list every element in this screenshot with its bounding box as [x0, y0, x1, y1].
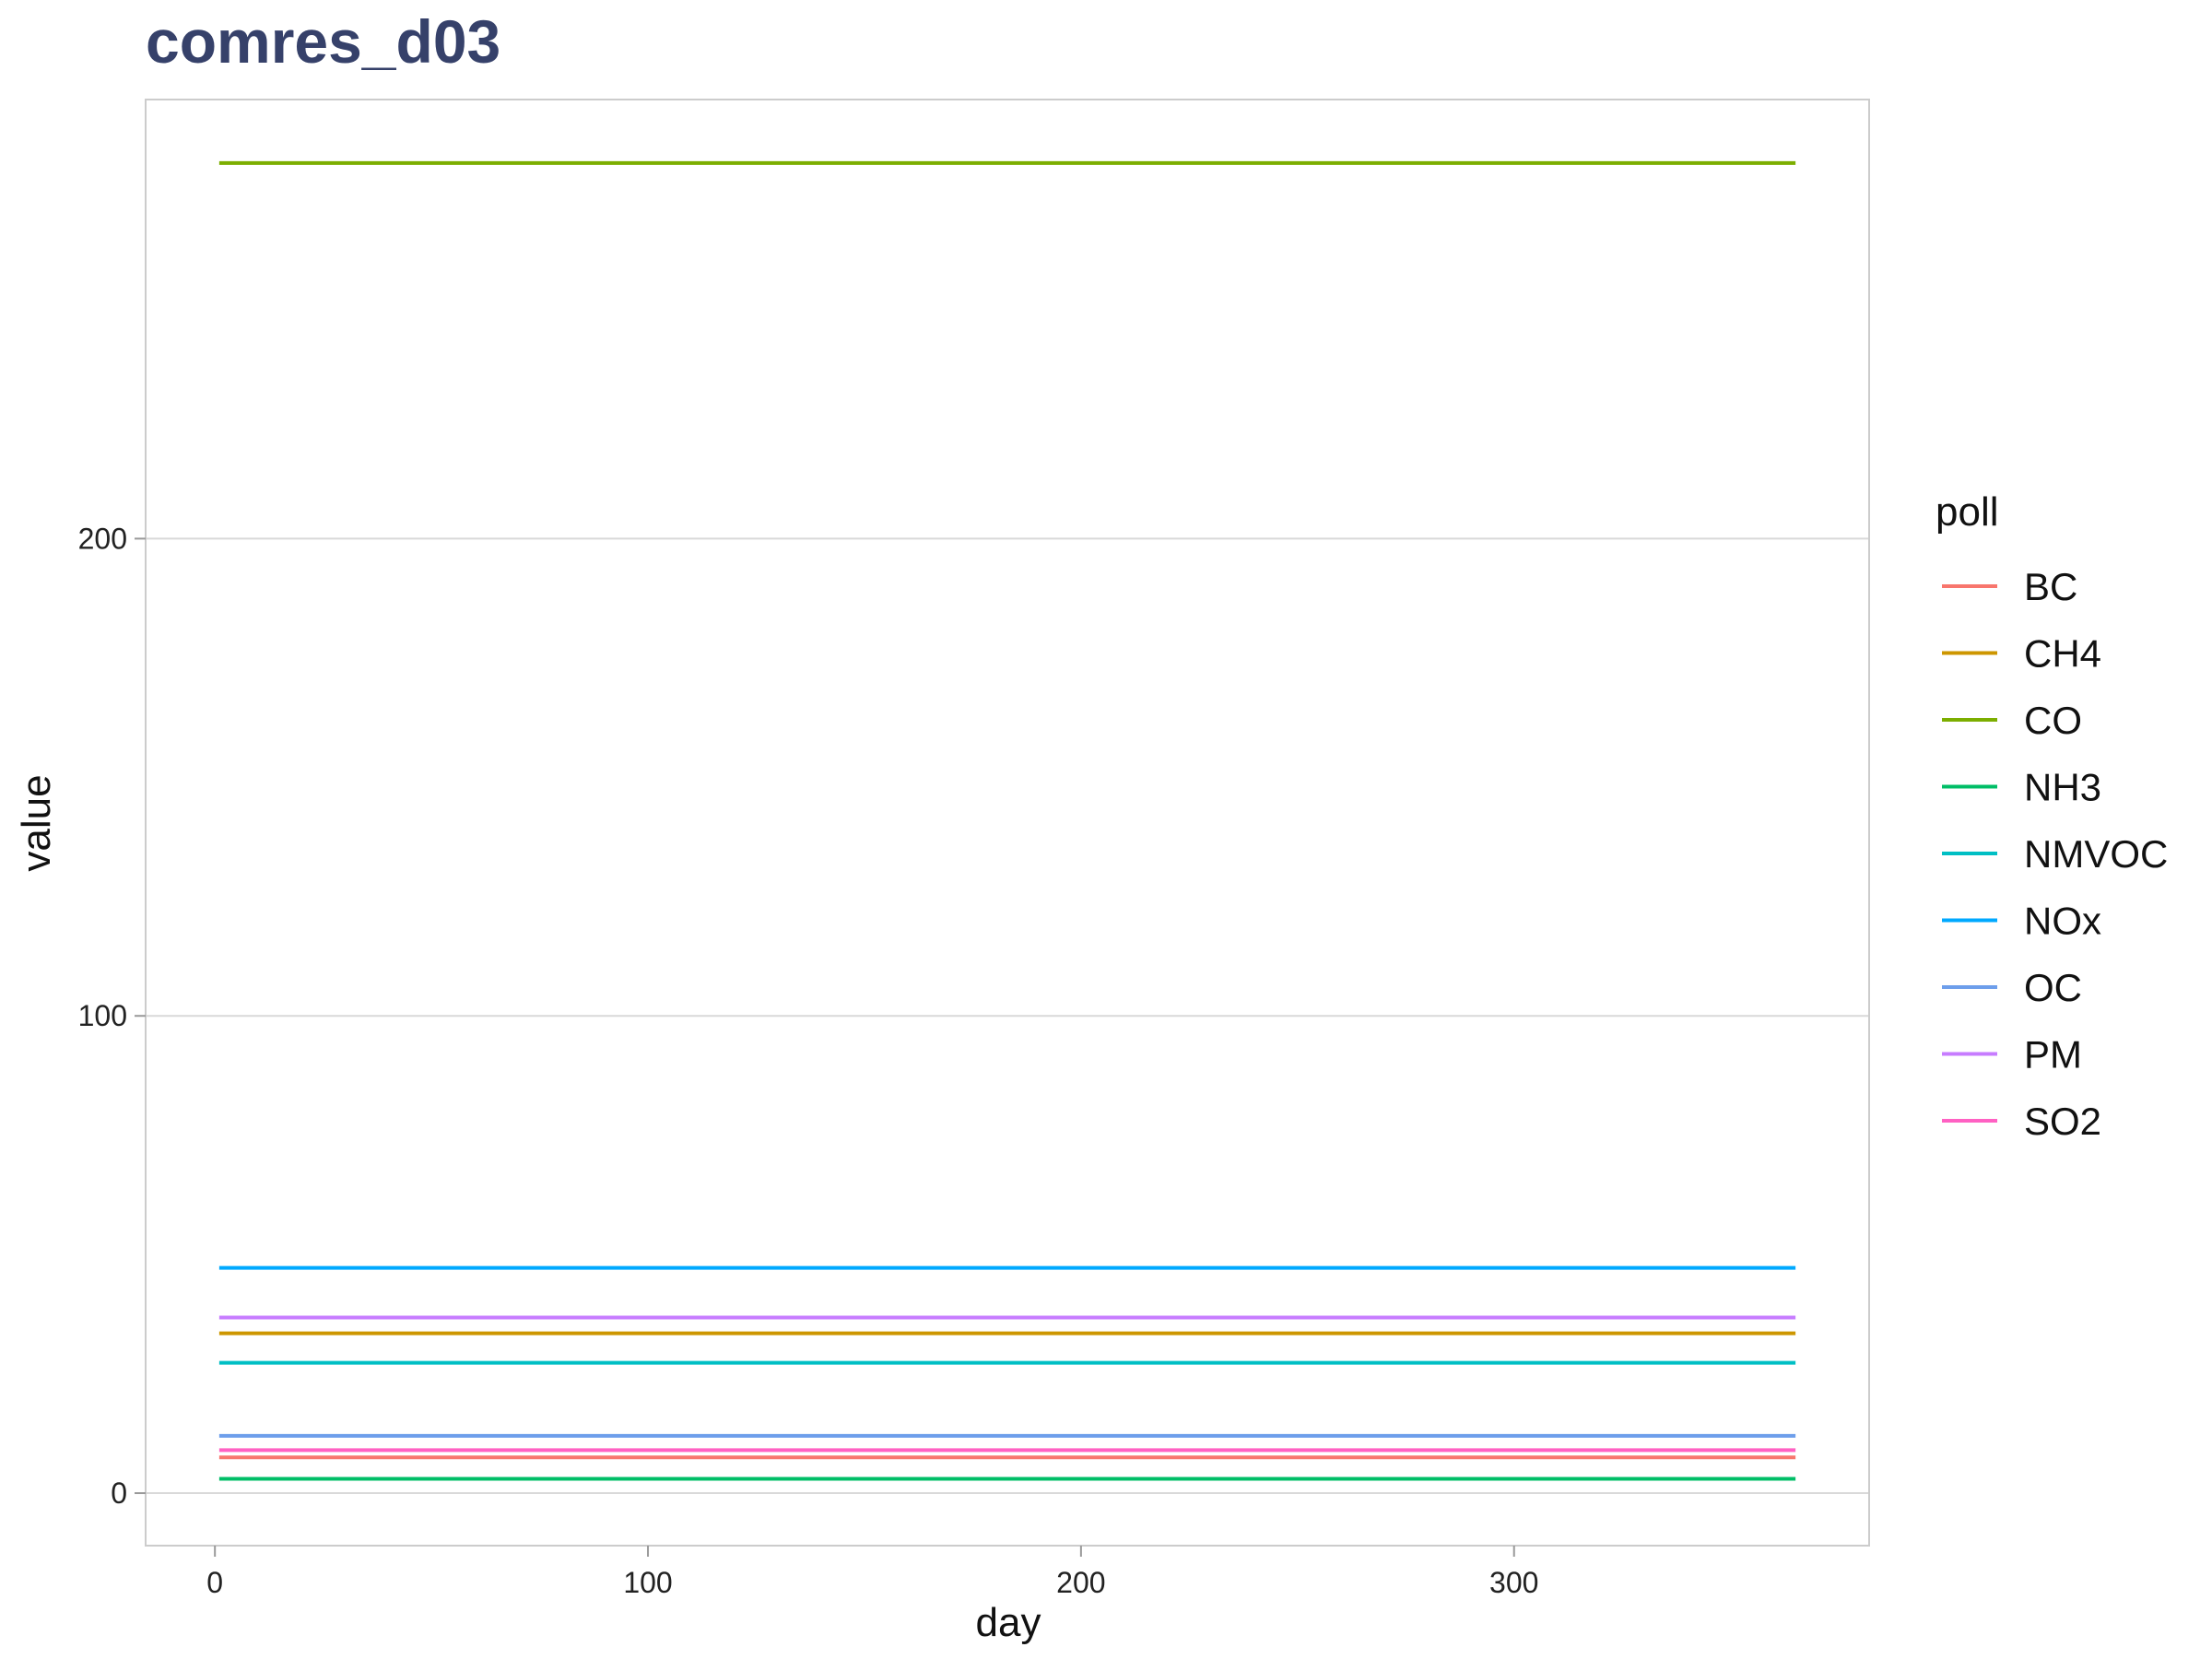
legend-title: poll	[1936, 489, 1999, 535]
x-tick-label: 200	[1056, 1566, 1105, 1599]
x-axis: 0 100 200 300	[206, 1546, 1538, 1599]
plot-panel	[145, 99, 1870, 1547]
legend-label-nox: NOx	[2024, 900, 2101, 943]
y-axis: 0 100 200	[78, 522, 146, 1510]
legend: poll BC CH4 CO NH3 NMVOC NOx OC PM SO2	[1936, 489, 2168, 1143]
legend-label-nh3: NH3	[2024, 766, 2101, 809]
grid	[146, 537, 1869, 1495]
x-tick-label: 0	[206, 1566, 223, 1599]
series-lines	[218, 160, 1796, 1481]
y-tick-label: 0	[111, 1477, 127, 1510]
y-tick-label: 100	[78, 999, 127, 1032]
legend-label-pm: PM	[2024, 1033, 2082, 1077]
legend-label-bc: BC	[2024, 565, 2077, 608]
x-tick-label: 100	[623, 1566, 672, 1599]
legend-label-co: CO	[2024, 699, 2082, 742]
chart-title: comres_d03	[146, 7, 500, 76]
legend-label-ch4: CH4	[2024, 632, 2101, 676]
x-tick-label: 300	[1489, 1566, 1538, 1599]
y-tick-label: 200	[78, 522, 127, 555]
legend-label-oc: OC	[2024, 966, 2082, 1009]
legend-label-so2: SO2	[2024, 1100, 2101, 1143]
x-axis-label: day	[976, 1600, 1041, 1645]
y-axis-label: value	[14, 774, 59, 871]
legend-label-nmvoc: NMVOC	[2024, 832, 2168, 876]
